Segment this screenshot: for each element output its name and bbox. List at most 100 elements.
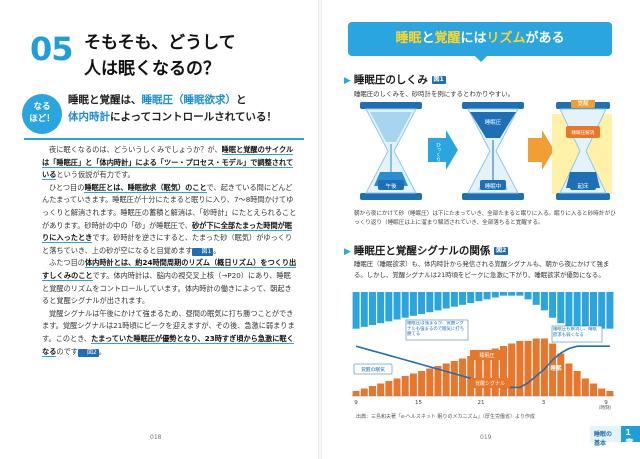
wake-signal-bar xyxy=(434,292,442,311)
figure-ref-1: 図1 xyxy=(192,247,214,256)
body-text: 夜に眠くなるのは、どういうしくみでしょうか？が、睡眠と覚醒のサイクルは「睡眠圧」… xyxy=(42,144,297,358)
sleep-pressure-bar xyxy=(524,341,532,396)
badge-line2: ほど！ xyxy=(29,114,55,124)
sleep-pressure-bar xyxy=(434,366,442,396)
sleep-pressure-bar xyxy=(557,353,565,396)
wake-signal-bar xyxy=(540,292,548,311)
sleep-pressure-bar xyxy=(508,343,516,396)
x-unit-label: （時刻） xyxy=(596,404,614,410)
section2-title: 睡眠圧と覚醒シグナルの関係 xyxy=(353,245,491,257)
left-page: 05 そもそも、どうして 人は眠くなるの？ なる ほど！ 睡眠と覚醒は、睡眠圧（… xyxy=(22,30,304,441)
wake-signal-bar xyxy=(368,292,376,325)
chapter-title-line2: 人は眠くなるの？ xyxy=(84,59,220,79)
label-wake-drowsy: 覚醒の眠気 xyxy=(361,366,385,373)
hourglass-label-0: 午後 xyxy=(385,182,397,190)
x-tick-label: 9 xyxy=(604,400,608,406)
wake-signal-bar xyxy=(581,292,589,329)
wake-signal-bar xyxy=(524,292,532,300)
banner-pointer xyxy=(475,56,487,62)
banner-d: には xyxy=(460,31,487,46)
lead-e: によってコントロールされている！ xyxy=(110,111,277,123)
wake-signal-bar xyxy=(418,292,426,314)
wake-signal-bar xyxy=(573,292,581,329)
sleep-pressure-bar xyxy=(581,378,589,396)
wake-signal-bar xyxy=(606,292,614,329)
wake-signal-bar xyxy=(467,292,475,303)
sleep-pressure-bar xyxy=(352,391,360,396)
chapter-number: 05 xyxy=(30,30,74,68)
section1-fig-tag: 図1 xyxy=(431,76,446,84)
p2-a: ひとつ目の xyxy=(49,182,85,192)
label-sleep-pressure: 睡眠圧 xyxy=(479,352,494,359)
chapter-title-line1: そもそも、どうして xyxy=(84,33,236,53)
sleep-pressure-bar xyxy=(450,361,458,396)
paragraph-2: ひとつ目の睡眠圧とは、睡眠欲求（眠気）のことで、起きている間にどんどんたまってい… xyxy=(42,182,297,258)
banner-b: と xyxy=(421,31,435,46)
sleep-pressure-bar xyxy=(549,343,557,396)
x-tick-label: 9 xyxy=(354,400,358,406)
p4-c: のです xyxy=(56,346,78,356)
section1-heading: ▶ 睡眠圧のしくみ 図1 xyxy=(344,72,446,87)
sleep-pressure-bar xyxy=(442,363,450,396)
hourglass-mid-label: 睡眠圧 xyxy=(485,118,502,126)
sleep-pressure-bar xyxy=(459,358,467,396)
sleep-pressure-bar xyxy=(499,346,507,396)
p4-highlight: たまっていた睡眠圧が優勢となり、23時すぎ頃から急激に眠くなる xyxy=(42,333,294,357)
page-gutter xyxy=(318,0,322,459)
wake-signal-bar xyxy=(532,292,540,305)
section2-desc: 睡眠圧（睡眠欲求）も、体内時計から発信される覚醒シグナルも、朝から夜にかけて強ま… xyxy=(354,260,610,279)
sleep-pressure-bars xyxy=(352,338,614,396)
lead-divider xyxy=(24,138,304,140)
sleep-pressure-bar xyxy=(540,338,548,396)
page-number-right: 019 xyxy=(480,434,492,441)
wake-signal-bar xyxy=(516,292,524,296)
sleep-pressure-bar xyxy=(377,383,385,396)
wake-signal-bar xyxy=(360,292,368,327)
lead-b: 睡眠圧（睡眠欲求） xyxy=(141,94,237,106)
flip-arrow-label: ひっくり返す xyxy=(435,142,441,173)
sleep-pressure-bar xyxy=(598,388,606,396)
badge-line1: なる xyxy=(33,102,51,112)
note-left: 睡眠圧は強まるが、覚醒シグナルも強まるので眠気に打ち勝てる xyxy=(407,321,465,338)
section1-caption: 朝から夜にかけて砂（睡眠圧）は下にたまっていき、全部たまると眠りに入る。眠りに入… xyxy=(354,211,616,226)
wake-signal-bar xyxy=(549,292,557,318)
wake-signal-bar xyxy=(483,292,491,300)
hourglass-diagram: ひっくり返す 睡眠圧 覚醒 xyxy=(360,100,612,200)
p4-d: 。 xyxy=(98,346,106,356)
wake-signal-bar xyxy=(499,292,507,296)
page-number-left: 018 xyxy=(150,434,162,441)
hourglass-afternoon xyxy=(360,102,422,200)
wake-signal-bar xyxy=(508,292,516,296)
sleep-pressure-bar xyxy=(467,356,475,396)
chapter-title: そもそも、どうして 人は眠くなるの？ xyxy=(84,30,236,82)
wake-signal-bar xyxy=(377,292,385,324)
x-tick-label: 15 xyxy=(415,400,422,406)
wake-signal-bar xyxy=(598,292,606,329)
p1-a: 夜に眠くなるのは、どういうしくみでしょうか？ xyxy=(49,145,208,154)
x-tick-label: 21 xyxy=(478,400,485,406)
hourglass-right-mid: 睡眠圧解消 xyxy=(572,129,595,136)
p3-a: ふたつ目の xyxy=(49,258,85,268)
lead-d: 体内時計 xyxy=(68,111,110,123)
paragraph-4: 覚醒シグナルは午後にかけて強まるため、昼間の眠気に打ち勝つことができます。覚醒シ… xyxy=(42,308,297,358)
wake-signal-bar xyxy=(442,292,450,309)
wake-signal-bar xyxy=(491,292,499,298)
section1-desc: 睡眠圧のしくみを、砂時計を例にするとわかりやすい。 xyxy=(354,90,515,98)
p2-c: で、起きている間にどんどんたまっていきます。睡眠圧が十分にたまると眠りに入り、7… xyxy=(42,182,297,230)
sleep-pressure-bar xyxy=(475,353,483,396)
naruhodo-badge: なる ほど！ xyxy=(22,94,62,134)
sleep-pressure-bar xyxy=(590,383,598,396)
sleep-pressure-bar xyxy=(393,378,401,396)
wake-signal-bar xyxy=(385,292,393,322)
paragraph-3: ふたつ目の体内時計とは、約24時間周期のリズム（概日リズム）をつくり出すしくみの… xyxy=(42,257,297,307)
section2-fig-tag: 図2 xyxy=(494,247,509,255)
hourglass-label-1: 睡眠中 xyxy=(485,182,502,190)
section2-heading: ▶ 睡眠圧と覚醒シグナルの関係 図2 xyxy=(344,243,509,258)
label-sleep: 睡眠 xyxy=(550,364,562,372)
sleep-pressure-chart: 9 15 21 3 9（時刻） 覚醒の眠気 睡眠圧 覚醒シグナル 睡眠 睡眠圧は強まるが… xyxy=(352,292,614,410)
flip-arrow: ひっくり返す xyxy=(428,130,458,173)
hourglass-label-2: 起床 xyxy=(577,182,589,190)
p4-a: 覚醒シグナルは午後にかけて強まるため、昼間の眠気に打ち勝つことができます。覚醒シ… xyxy=(42,308,295,343)
section1-title: 睡眠圧のしくみ xyxy=(353,74,428,86)
